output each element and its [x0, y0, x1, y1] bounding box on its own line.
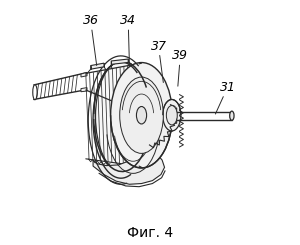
Polygon shape: [81, 72, 87, 77]
Ellipse shape: [166, 106, 177, 125]
Text: 37: 37: [151, 40, 166, 83]
Polygon shape: [91, 63, 104, 69]
Polygon shape: [111, 59, 128, 64]
Polygon shape: [93, 152, 164, 184]
Ellipse shape: [120, 77, 163, 153]
Ellipse shape: [136, 107, 147, 124]
Ellipse shape: [163, 99, 181, 131]
Text: 34: 34: [120, 14, 136, 64]
Ellipse shape: [95, 61, 149, 172]
Text: 39: 39: [172, 49, 188, 86]
Polygon shape: [81, 88, 87, 92]
Ellipse shape: [33, 85, 37, 100]
Polygon shape: [169, 108, 177, 124]
Text: 36: 36: [83, 14, 99, 66]
Ellipse shape: [111, 62, 172, 168]
Text: 31: 31: [215, 81, 236, 114]
Text: Фиг. 4: Фиг. 4: [127, 226, 173, 240]
Ellipse shape: [230, 111, 234, 120]
